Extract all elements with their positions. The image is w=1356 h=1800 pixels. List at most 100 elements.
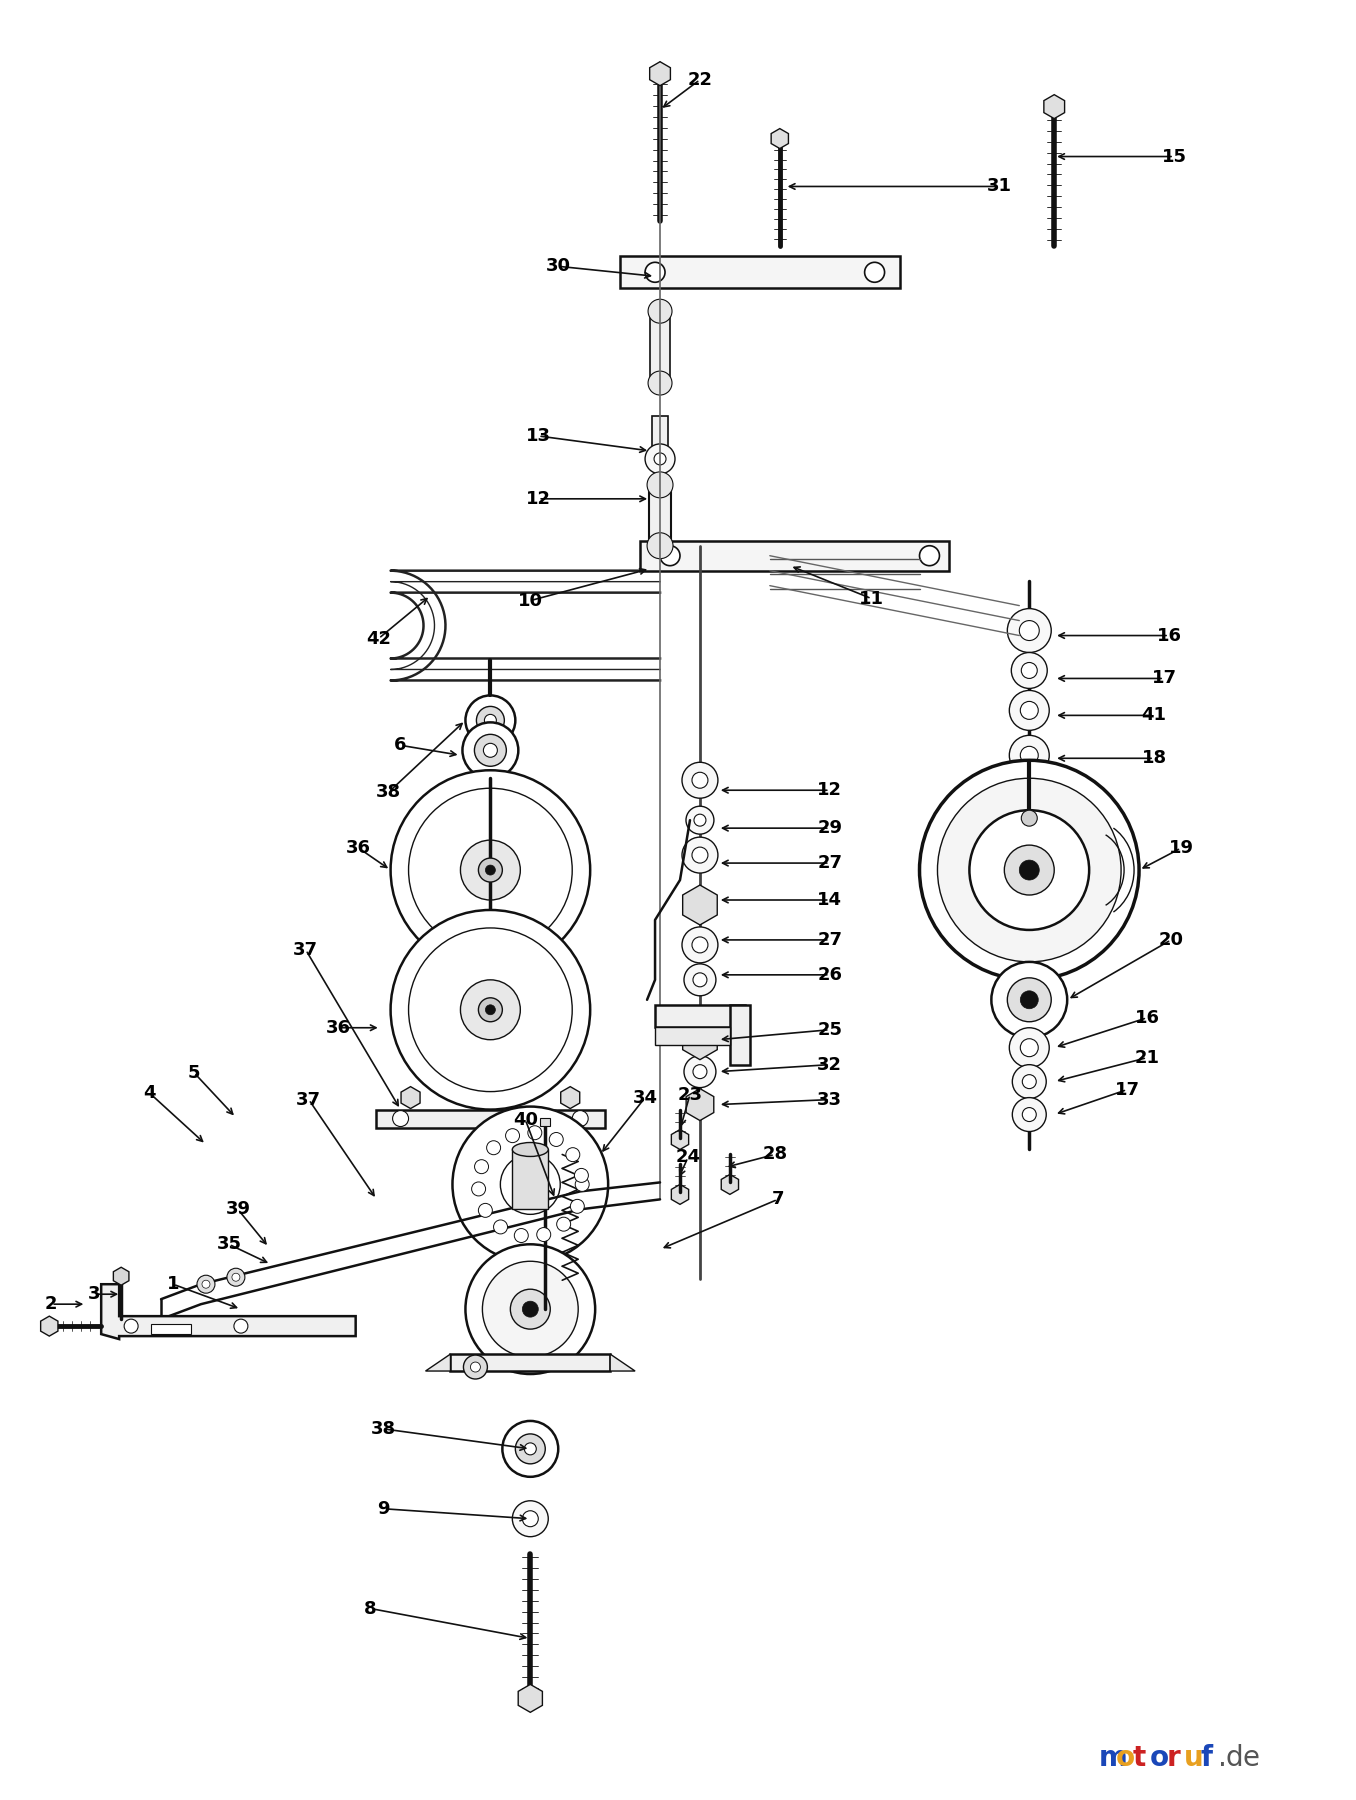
Circle shape <box>475 1159 488 1174</box>
Circle shape <box>575 1168 589 1183</box>
Circle shape <box>391 911 590 1109</box>
Circle shape <box>1020 621 1039 641</box>
Ellipse shape <box>513 1143 548 1156</box>
Circle shape <box>1020 747 1039 765</box>
Text: 16: 16 <box>1157 626 1181 644</box>
Text: 19: 19 <box>1169 839 1193 857</box>
Circle shape <box>647 472 673 499</box>
Circle shape <box>557 1217 571 1231</box>
Circle shape <box>476 706 504 734</box>
Text: 35: 35 <box>217 1235 241 1253</box>
Circle shape <box>991 961 1067 1039</box>
Circle shape <box>571 1199 584 1213</box>
Text: 6: 6 <box>395 736 407 754</box>
Circle shape <box>682 761 717 797</box>
Circle shape <box>479 859 502 882</box>
Polygon shape <box>640 540 949 571</box>
Circle shape <box>485 866 495 875</box>
Circle shape <box>391 770 590 970</box>
Circle shape <box>527 1125 542 1139</box>
Circle shape <box>937 778 1121 961</box>
Text: 27: 27 <box>818 853 842 871</box>
Circle shape <box>494 1220 507 1235</box>
Circle shape <box>1020 1039 1039 1057</box>
Circle shape <box>1005 846 1054 895</box>
Text: f: f <box>1201 1744 1214 1773</box>
Polygon shape <box>620 256 899 288</box>
Circle shape <box>1022 1075 1036 1089</box>
Text: r: r <box>1168 1744 1181 1773</box>
Circle shape <box>1013 1098 1047 1132</box>
Polygon shape <box>518 1685 542 1712</box>
Text: 34: 34 <box>632 1089 658 1107</box>
Circle shape <box>683 1055 716 1087</box>
Polygon shape <box>650 61 670 86</box>
Bar <box>540 1118 551 1125</box>
Circle shape <box>522 1301 538 1318</box>
Text: 4: 4 <box>142 1084 156 1102</box>
Text: o: o <box>1116 1744 1135 1773</box>
Text: 40: 40 <box>513 1111 538 1129</box>
Polygon shape <box>561 1087 580 1109</box>
Bar <box>650 306 670 385</box>
Text: 17: 17 <box>1151 670 1177 688</box>
Polygon shape <box>450 1354 610 1372</box>
Text: 7: 7 <box>772 1190 784 1208</box>
Circle shape <box>235 1319 248 1334</box>
Text: 3: 3 <box>88 1285 100 1303</box>
Text: 12: 12 <box>818 781 842 799</box>
Circle shape <box>202 1280 210 1289</box>
Circle shape <box>525 1444 536 1454</box>
Circle shape <box>648 371 673 394</box>
Text: 41: 41 <box>1142 706 1166 724</box>
Circle shape <box>919 545 940 565</box>
Circle shape <box>462 722 518 778</box>
Circle shape <box>647 533 673 558</box>
Circle shape <box>572 1111 589 1127</box>
Circle shape <box>408 788 572 952</box>
Circle shape <box>694 814 706 826</box>
Text: 37: 37 <box>296 1091 321 1109</box>
Text: 13: 13 <box>526 427 551 445</box>
Text: 12: 12 <box>526 490 551 508</box>
Circle shape <box>682 837 717 873</box>
Text: 27: 27 <box>818 931 842 949</box>
Circle shape <box>970 810 1089 931</box>
Text: 30: 30 <box>545 257 571 275</box>
Text: o: o <box>1150 1744 1169 1773</box>
Circle shape <box>479 1204 492 1217</box>
Text: .: . <box>1218 1744 1227 1773</box>
Circle shape <box>660 545 679 565</box>
Circle shape <box>686 806 713 833</box>
Text: 16: 16 <box>1135 1008 1159 1026</box>
Bar <box>151 1325 191 1334</box>
Text: 23: 23 <box>678 1085 702 1103</box>
Circle shape <box>693 972 706 986</box>
Text: 20: 20 <box>1158 931 1184 949</box>
Text: e: e <box>1243 1744 1260 1773</box>
Text: 17: 17 <box>1115 1080 1139 1098</box>
Polygon shape <box>655 1004 744 1026</box>
Text: 38: 38 <box>372 1420 396 1438</box>
Circle shape <box>565 1148 580 1161</box>
Text: 15: 15 <box>1162 148 1186 166</box>
Text: 38: 38 <box>376 783 401 801</box>
Circle shape <box>485 1004 495 1015</box>
Text: 37: 37 <box>293 941 319 959</box>
Text: 22: 22 <box>687 70 712 88</box>
Text: 26: 26 <box>818 967 842 985</box>
Circle shape <box>465 695 515 745</box>
Circle shape <box>461 979 521 1040</box>
Circle shape <box>510 1289 551 1328</box>
Polygon shape <box>610 1354 635 1372</box>
Text: m: m <box>1100 1744 1128 1773</box>
Text: 21: 21 <box>1135 1049 1159 1067</box>
Text: d: d <box>1226 1744 1243 1773</box>
Circle shape <box>919 760 1139 979</box>
Circle shape <box>692 848 708 862</box>
Circle shape <box>484 715 496 727</box>
Circle shape <box>125 1319 138 1334</box>
Circle shape <box>226 1269 245 1287</box>
Circle shape <box>1009 691 1050 731</box>
Polygon shape <box>655 1026 730 1044</box>
